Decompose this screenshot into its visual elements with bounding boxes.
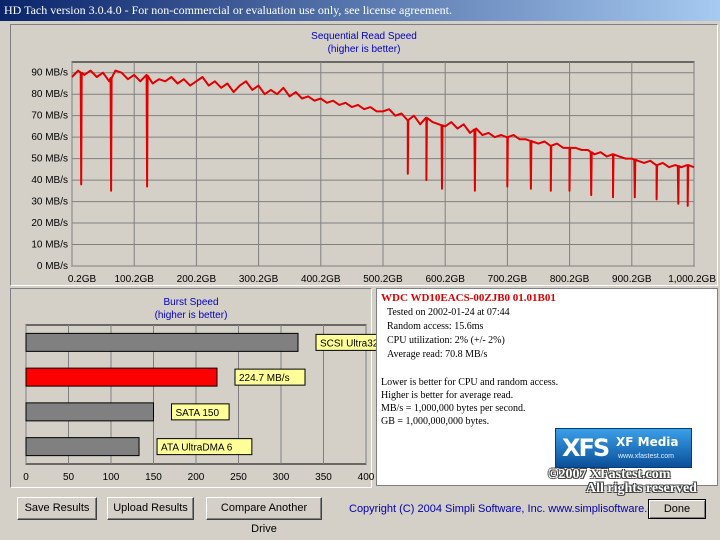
burst-x-tick-label: 100 xyxy=(103,472,120,483)
burst-bar xyxy=(25,437,140,457)
sequential-y-tick-label: 50 MB/s xyxy=(31,154,68,165)
burst-x-tick-label: 0 xyxy=(23,472,29,483)
sequential-y-tick-label: 20 MB/s xyxy=(31,218,68,229)
sequential-x-tick-label: 800.2GB xyxy=(550,274,590,285)
sequential-y-tick-label: 10 MB/s xyxy=(31,240,68,251)
sequential-x-tick-label: 100.2GB xyxy=(114,274,154,285)
burst-chart-subtitle: (higher is better) xyxy=(154,310,228,321)
save-results-label: Save Results xyxy=(24,502,90,514)
burst-speed-chart: 0 50 100 150 200 250 300 350 400 SCSI Ultra320 224… xyxy=(23,324,380,483)
watermark-rights: All rights reserved xyxy=(586,481,697,496)
burst-bar-label-box xyxy=(171,403,230,421)
note-mbs-definition: MB/s = 1,000,000 bytes per second. xyxy=(381,403,526,414)
burst-x-tick-label: 350 xyxy=(315,472,332,483)
window-title: HD Tach version 3.0.4.0 - For non-commer… xyxy=(0,0,720,21)
sequential-chart-title: Sequential Read Speed xyxy=(311,31,417,42)
burst-x-tick-label: 250 xyxy=(230,472,247,483)
burst-bar-label: SCSI Ultra320 xyxy=(320,338,380,349)
burst-bar xyxy=(25,332,299,352)
average-read: Average read: 70.8 MB/s xyxy=(387,349,488,360)
sequential-y-tick-label: 90 MB/s xyxy=(31,68,68,79)
logo-url: www.xfastest.com xyxy=(618,453,675,460)
burst-bar-label-box xyxy=(156,438,253,456)
sequential-x-tick-label: 400.2GB xyxy=(301,274,341,285)
save-results-button[interactable]: Save Results xyxy=(17,497,97,520)
sequential-y-tick-label: 60 MB/s xyxy=(31,132,68,143)
burst-x-tick-label: 300 xyxy=(273,472,290,483)
done-button[interactable]: Done xyxy=(648,499,706,519)
burst-bar-label: 224.7 MB/s xyxy=(239,373,290,384)
burst-x-tick-label: 400 xyxy=(358,472,375,483)
sequential-read-chart: 0 MB/s 10 MB/s 20 MB/s 30 MB/s 40 MB/s 50 MB/… xyxy=(31,61,716,285)
burst-x-tick-label: 200 xyxy=(188,472,205,483)
compare-drive-button[interactable]: Compare Another Drive xyxy=(206,497,322,535)
upload-results-button[interactable]: Upload Results xyxy=(107,497,194,520)
burst-bar-label-box xyxy=(234,368,306,386)
sequential-x-tick-label: 300.2GB xyxy=(239,274,279,285)
burst-x-tick-label: 50 xyxy=(63,472,75,483)
burst-bar xyxy=(25,402,154,422)
burst-chart-title: Burst Speed xyxy=(163,297,219,308)
sequential-x-tick-label: 200.2GB xyxy=(177,274,217,285)
upload-results-label: Upload Results xyxy=(113,502,188,514)
sequential-y-tick-label: 40 MB/s xyxy=(31,175,68,186)
sequential-x-tick-label: 500.2GB xyxy=(363,274,403,285)
sequential-chart-subtitle: (higher is better) xyxy=(327,44,401,55)
done-label: Done xyxy=(663,503,691,515)
sequential-y-tick-label: 30 MB/s xyxy=(31,197,68,208)
burst-bar-label: ATA UltraDMA 6 xyxy=(161,443,233,454)
burst-x-tick-label: 150 xyxy=(145,472,162,483)
logo-mark: XFS xyxy=(562,434,610,462)
note-gb-definition: GB = 1,000,000,000 bytes. xyxy=(381,416,490,427)
note-lower-better: Lower is better for CPU and random acces… xyxy=(381,377,559,388)
sequential-read-series-line xyxy=(71,69,695,207)
random-access: Random access: 15.6ms xyxy=(387,321,484,332)
note-higher-better: Higher is better for average read. xyxy=(381,390,514,401)
compare-drive-label: Compare Another Drive xyxy=(220,502,308,535)
cpu-utilization: CPU utilization: 2% (+/- 2%) xyxy=(387,335,505,346)
tested-date: Tested on 2002-01-24 at 07:44 xyxy=(387,307,510,318)
sequential-y-tick-label: 0 MB/s xyxy=(37,261,68,272)
sequential-x-tick-label: 1,000.2GB xyxy=(668,274,716,285)
sequential-y-tick-label: 80 MB/s xyxy=(31,89,68,100)
sequential-x-tick-label: 700.2GB xyxy=(488,274,528,285)
drive-model: WDC WD10EACS-00ZJB0 01.01B01 xyxy=(381,292,556,304)
sequential-x-tick-label: 900.2GB xyxy=(612,274,652,285)
sequential-y-tick-label: 70 MB/s xyxy=(31,111,68,122)
xf-media-logo: XFS XF Media www.xfastest.com xyxy=(555,428,692,468)
watermark-copyright: ©2007 XFastest.com xyxy=(548,467,671,482)
burst-bar-label: SATA 150 xyxy=(176,408,220,419)
logo-name: XF Media xyxy=(616,435,679,449)
sequential-x-tick-label: 600.2GB xyxy=(425,274,465,285)
copyright-text: Copyright (C) 2004 Simpli Software, Inc.… xyxy=(349,503,669,515)
burst-bar-highlight xyxy=(25,367,218,387)
burst-bar-label-box xyxy=(315,333,380,351)
sequential-x-tick-label: 0.2GB xyxy=(68,274,97,285)
